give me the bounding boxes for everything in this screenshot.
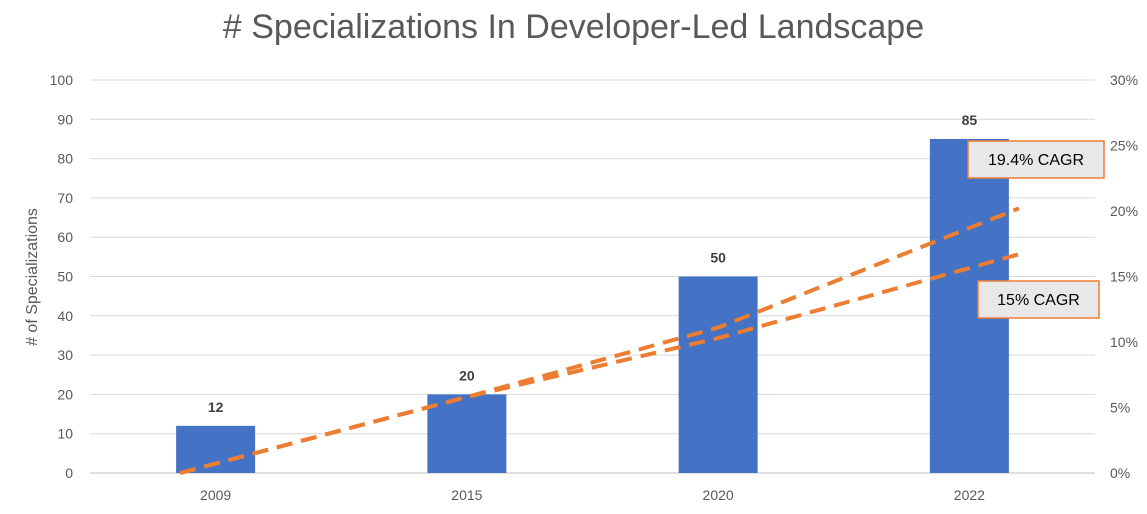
y-tick-label: 80 xyxy=(57,151,73,167)
y-tick-label: 90 xyxy=(57,111,73,127)
y-tick-label: 10 xyxy=(57,426,73,442)
y2-tick-label: 30% xyxy=(1110,72,1138,88)
y-tick-label: 20 xyxy=(57,386,73,402)
cagr-callout-label: 15% CAGR xyxy=(997,292,1080,309)
cagr-callout-box xyxy=(977,280,1100,319)
y-tick-label: 30 xyxy=(57,347,73,363)
x-tick-label: 2015 xyxy=(451,487,482,503)
bar-data-label: 12 xyxy=(208,399,224,415)
y-axis-label: # of Specializations xyxy=(24,208,41,346)
trendlines xyxy=(179,206,1020,475)
cagr-trendline xyxy=(179,206,1020,475)
chart-title: # Specializations In Developer-Led Lands… xyxy=(222,8,925,46)
y-tick-label: 50 xyxy=(57,269,73,285)
y2-tick-label: 5% xyxy=(1110,400,1130,416)
y-tick-label: 70 xyxy=(57,190,73,206)
bar-data-label: 20 xyxy=(459,367,475,383)
cagr-trendline xyxy=(179,252,1020,475)
y2-tick-label: 25% xyxy=(1110,138,1138,154)
callouts: 19.4% CAGR 15% CAGR xyxy=(967,140,1105,319)
x-tick-label: 2009 xyxy=(200,487,231,503)
bar xyxy=(427,394,507,473)
y-tick-label: 100 xyxy=(50,72,74,88)
y2-tick-label: 0% xyxy=(1110,465,1130,481)
bar-data-label: 50 xyxy=(710,250,726,266)
cagr-callout-label: 19.4% CAGR xyxy=(988,152,1084,169)
bar-data-label: 85 xyxy=(962,112,978,128)
y2-axis-ticks: 0% 5% 10% 15% 20% 25% 30% xyxy=(1110,72,1138,481)
y2-tick-label: 20% xyxy=(1110,203,1138,219)
y-tick-label: 0 xyxy=(65,465,73,481)
x-axis-ticks: 2009 2015 2020 2022 xyxy=(200,487,985,503)
x-tick-label: 2020 xyxy=(703,487,734,503)
y2-tick-label: 10% xyxy=(1110,334,1138,350)
bar xyxy=(678,276,758,473)
x-tick-label: 2022 xyxy=(954,487,985,503)
gridlines xyxy=(90,79,1095,474)
bar xyxy=(176,425,256,473)
y2-tick-label: 15% xyxy=(1110,269,1138,285)
y-tick-label: 60 xyxy=(57,229,73,245)
y-axis-ticks: 0 10 20 30 40 50 60 70 80 90 100 xyxy=(50,72,74,481)
y-tick-label: 40 xyxy=(57,308,73,324)
cagr-callout-box xyxy=(967,140,1105,179)
